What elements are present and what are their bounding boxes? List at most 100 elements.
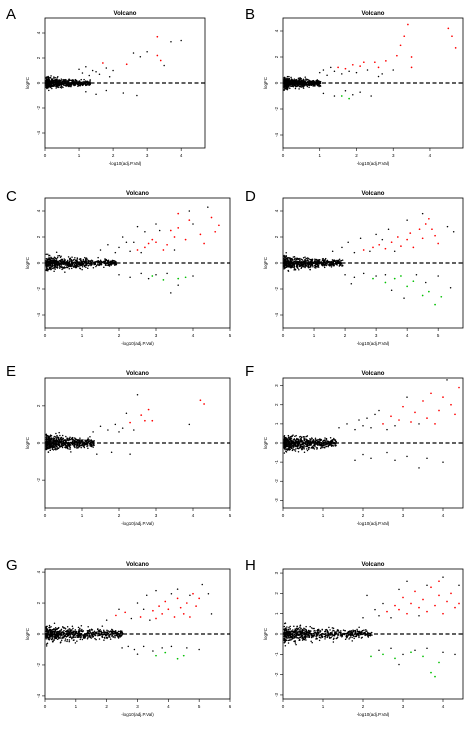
nonsignificant-point <box>314 440 316 442</box>
nonsignificant-point <box>341 259 344 261</box>
nonsignificant-point <box>303 80 306 82</box>
nonsignificant-point <box>341 246 343 249</box>
y-tick-label: -4 <box>36 693 41 697</box>
nonsignificant-point <box>91 631 94 634</box>
nonsignificant-point <box>109 638 112 640</box>
nonsignificant-point <box>292 85 295 88</box>
nonsignificant-point <box>83 78 85 81</box>
nonsignificant-point <box>285 80 287 82</box>
nonsignificant-point <box>88 84 90 86</box>
nonsignificant-point <box>323 446 326 449</box>
nonsignificant-point <box>62 632 64 635</box>
panel-letter: E <box>6 363 16 380</box>
nonsignificant-point <box>50 84 52 86</box>
nonsignificant-point <box>69 636 72 638</box>
nonsignificant-point <box>47 257 49 260</box>
nonsignificant-point <box>50 75 52 77</box>
nonsignificant-point <box>309 268 311 271</box>
nonsignificant-point <box>60 639 63 642</box>
nonsignificant-point <box>60 255 62 257</box>
nonsignificant-point <box>297 443 300 446</box>
nonsignificant-point <box>54 267 56 269</box>
nonsignificant-point <box>107 244 109 246</box>
nonsignificant-point <box>293 269 295 271</box>
nonsignificant-point <box>52 79 55 82</box>
upregulated-point <box>428 217 430 220</box>
nonsignificant-point <box>288 440 290 442</box>
nonsignificant-point <box>287 434 290 437</box>
nonsignificant-point <box>82 259 85 262</box>
nonsignificant-point <box>446 225 449 228</box>
nonsignificant-point <box>298 440 300 443</box>
nonsignificant-point <box>129 453 131 455</box>
nonsignificant-point <box>201 583 203 586</box>
nonsignificant-point <box>61 266 64 268</box>
nonsignificant-point <box>136 94 138 97</box>
nonsignificant-point <box>326 260 329 263</box>
nonsignificant-point <box>48 79 51 81</box>
nonsignificant-point <box>78 265 80 268</box>
nonsignificant-point <box>53 435 56 438</box>
nonsignificant-point <box>287 269 289 272</box>
upregulated-point <box>136 249 139 251</box>
nonsignificant-point <box>57 437 59 439</box>
nonsignificant-point <box>286 86 289 89</box>
nonsignificant-point <box>118 634 121 637</box>
nonsignificant-point <box>308 86 310 89</box>
nonsignificant-point <box>48 89 50 92</box>
upregulated-point <box>454 47 457 49</box>
nonsignificant-point <box>192 223 194 225</box>
nonsignificant-point <box>286 88 289 91</box>
nonsignificant-point <box>378 409 380 412</box>
x-tick-label: 2 <box>105 704 108 709</box>
nonsignificant-point <box>50 629 52 631</box>
nonsignificant-point <box>338 426 340 429</box>
nonsignificant-point <box>163 64 165 67</box>
nonsignificant-point <box>312 83 315 85</box>
upregulated-point <box>412 246 415 249</box>
nonsignificant-point <box>68 259 71 261</box>
nonsignificant-point <box>118 273 120 276</box>
upregulated-point <box>155 241 157 244</box>
nonsignificant-point <box>46 440 48 442</box>
nonsignificant-point <box>302 257 305 259</box>
nonsignificant-point <box>146 51 148 53</box>
nonsignificant-point <box>57 86 59 88</box>
upregulated-point <box>406 238 408 241</box>
nonsignificant-point <box>82 439 84 441</box>
nonsignificant-point <box>300 267 302 269</box>
nonsignificant-point <box>49 449 52 451</box>
y-axis-label: logFC <box>25 627 30 640</box>
nonsignificant-point <box>60 637 62 639</box>
nonsignificant-point <box>87 636 89 639</box>
nonsignificant-point <box>98 264 100 267</box>
nonsignificant-point <box>325 439 328 441</box>
downregulated-point <box>406 285 408 288</box>
nonsignificant-point <box>67 256 70 258</box>
upregulated-point <box>199 233 202 236</box>
nonsignificant-point <box>308 79 310 81</box>
nonsignificant-point <box>285 254 287 257</box>
nonsignificant-point <box>56 631 58 633</box>
nonsignificant-point <box>313 442 315 444</box>
nonsignificant-point <box>393 250 396 253</box>
nonsignificant-point <box>446 379 448 381</box>
x-tick-label: 3 <box>155 513 158 518</box>
nonsignificant-point <box>51 631 54 634</box>
upregulated-point <box>410 66 413 69</box>
nonsignificant-point <box>311 437 313 440</box>
nonsignificant-point <box>122 92 125 94</box>
upregulated-point <box>147 408 150 411</box>
nonsignificant-point <box>56 447 58 449</box>
nonsignificant-point <box>294 268 297 271</box>
nonsignificant-point <box>71 256 73 258</box>
nonsignificant-point <box>53 630 56 633</box>
chart-title: Volcano <box>362 191 385 197</box>
nonsignificant-point <box>334 444 336 446</box>
nonsignificant-point <box>83 80 85 83</box>
nonsignificant-point <box>54 79 57 81</box>
nonsignificant-point <box>332 263 335 266</box>
upregulated-point <box>177 212 180 215</box>
nonsignificant-point <box>142 645 145 648</box>
